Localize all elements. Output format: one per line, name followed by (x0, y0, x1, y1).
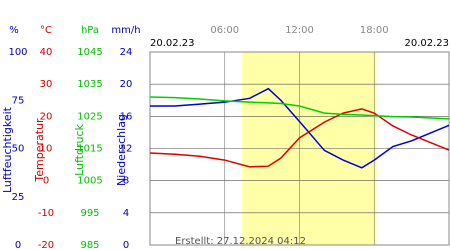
y-tick-label: 1015 (77, 144, 102, 155)
y-tick-label: 1005 (77, 176, 102, 187)
y-tick-label: 50 (12, 144, 25, 155)
y-tick-label: 10 (40, 144, 53, 155)
y-tick-label: 1025 (77, 111, 102, 122)
y-tick-label: 25 (12, 192, 25, 203)
date-right: 20.02.23 (404, 38, 449, 49)
y-tick-label: 100 (8, 47, 27, 58)
y-tick-label: 16 (120, 111, 133, 122)
axis-title: Luftfeuchtigkeit (1, 106, 14, 193)
y-tick-label: 20 (120, 79, 133, 90)
y-tick-label: 4 (123, 208, 129, 219)
date-left: 20.02.23 (150, 38, 195, 49)
y-tick-label: 20 (40, 111, 53, 122)
y-tick-label: 985 (80, 240, 99, 250)
y-tick-label: 1045 (77, 47, 102, 58)
plot-border (149, 51, 450, 246)
x-tick-label: 12:00 (285, 25, 314, 36)
x-tick-label: 06:00 (210, 25, 239, 36)
y-tick-label: 40 (40, 47, 53, 58)
x-tick-label: 18:00 (360, 25, 389, 36)
y-tick-label: 8 (123, 176, 129, 187)
axis-unit: °C (40, 25, 52, 36)
created-note: Erstellt: 27.12.2024 04:12 (175, 236, 306, 247)
y-tick-label: 12 (120, 144, 133, 155)
y-tick-label: 75 (12, 95, 25, 106)
y-tick-label: 24 (120, 47, 133, 58)
y-tick-label: 1035 (77, 79, 102, 90)
axis-title: Niederschlag (115, 114, 128, 186)
axis-title: Temperatur (33, 118, 46, 183)
y-tick-label: 30 (40, 79, 53, 90)
y-tick-label: 995 (80, 208, 99, 219)
y-tick-label: -20 (38, 240, 54, 250)
axis-unit: hPa (81, 25, 99, 36)
y-tick-label: 0 (15, 240, 21, 250)
axis-unit: % (9, 25, 19, 36)
series-line (149, 96, 450, 120)
axis-unit: mm/h (111, 25, 140, 36)
y-tick-label: 0 (43, 176, 49, 187)
series-line (150, 87, 450, 169)
y-tick-label: -10 (38, 208, 54, 219)
series-line (149, 108, 450, 168)
y-tick-label: 0 (123, 240, 129, 250)
axis-title: Luftdruck (73, 123, 86, 175)
